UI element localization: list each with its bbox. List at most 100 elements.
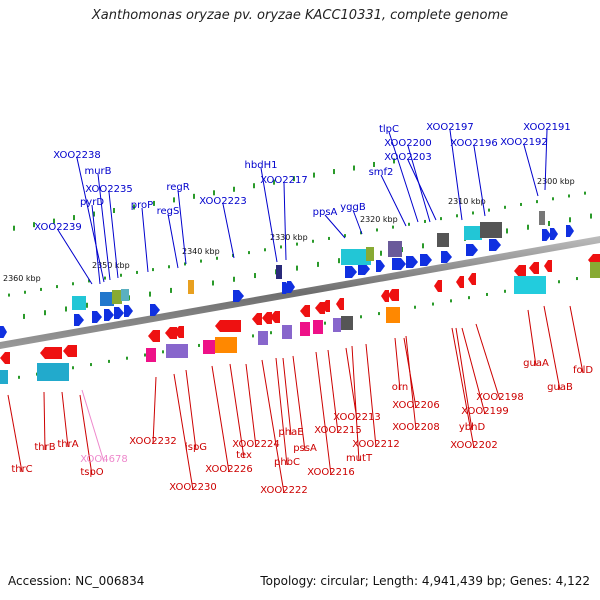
tick-mark: [113, 207, 115, 213]
tick-mark: [73, 215, 75, 221]
gene-arrow: [114, 307, 124, 319]
gene-label-xoo2216: XOO2216: [307, 467, 354, 478]
gene-label-xoo2213: XOO2213: [333, 412, 380, 423]
tick-mark: [360, 315, 362, 319]
gene-label-xoo2222: XOO2222: [260, 485, 307, 496]
tick-mark: [520, 202, 522, 206]
gene-arrow: [542, 229, 551, 241]
tick-mark: [253, 183, 255, 189]
tick-mark: [328, 236, 330, 240]
tick-mark: [450, 299, 452, 303]
scale-label: 2300 kbp: [537, 177, 575, 186]
gene-block: [437, 233, 449, 247]
gene-labels: XOO2239 XOO2238 murB pyrD XOO2235 proP regS reg…: [11, 122, 593, 496]
leader-line: [345, 347, 358, 421]
gene-label-ybhd: ybhD: [459, 422, 486, 433]
gene-arrow: [315, 302, 325, 314]
gene-block: [313, 320, 323, 334]
tick-mark: [353, 165, 355, 171]
leader-line: [282, 357, 292, 436]
gene-label-guaa: guaA: [523, 358, 549, 369]
gene-label-orn: orn: [392, 382, 408, 393]
tick-mark: [264, 248, 266, 252]
tick-mark: [486, 292, 488, 296]
tick-mark: [568, 194, 570, 198]
tick-mark: [273, 179, 275, 185]
gene-label-prop: proP: [131, 200, 153, 211]
tick-mark: [584, 191, 586, 195]
gene-label-xoo2215: XOO2215: [314, 425, 361, 436]
gene-label-tex: tex: [236, 450, 252, 461]
gene-label-xoo2196: XOO2196: [450, 138, 497, 149]
tick-mark: [252, 334, 254, 338]
feature-blocks: [0, 211, 600, 384]
gene-label-xoo2197: XOO2197: [426, 122, 473, 133]
gene-label-regs: regS: [157, 206, 180, 217]
tick-mark: [213, 190, 215, 196]
leader-line: [451, 327, 475, 449]
tick-mark: [44, 310, 46, 316]
gene-arrow: [358, 263, 370, 275]
gene-label-hbdh1: hbdH1: [245, 160, 278, 171]
gene-label-xoo2202: XOO2202: [450, 440, 497, 451]
tick-mark: [296, 265, 298, 271]
tick-mark: [168, 265, 170, 269]
tick-mark: [18, 375, 20, 379]
gene-arrow: [420, 254, 432, 266]
gene-block: [366, 247, 374, 261]
leader-line: [315, 351, 332, 476]
tick-mark: [193, 193, 195, 199]
gene-label-xoo2238: XOO2238: [53, 150, 100, 161]
tick-mark: [333, 169, 335, 175]
scale-label: 2330 kbp: [270, 233, 308, 242]
gene-label-smf2: smf2: [369, 167, 394, 178]
leader-line: [152, 376, 157, 445]
gene-arrow: [381, 290, 389, 302]
gene-block: [258, 331, 268, 345]
gene-arrow: [74, 314, 84, 326]
leader-line: [292, 355, 306, 452]
tick-mark: [108, 359, 110, 363]
gene-label-xoo2217: XOO2217: [260, 175, 307, 186]
gene-arrow: [529, 262, 539, 274]
gene-label-xoo2199: XOO2199: [461, 406, 508, 417]
leader-line: [475, 323, 501, 401]
gene-block: [112, 290, 122, 304]
gene-label-xoo2192: XOO2192: [500, 137, 547, 148]
gene-arrow: [468, 273, 476, 285]
gene-block: [37, 363, 69, 381]
tick-mark: [378, 312, 380, 316]
tick-mark: [86, 302, 88, 308]
tick-mark: [393, 158, 395, 164]
gene-arrow: [544, 260, 552, 272]
leader-line: [7, 394, 23, 473]
tick-mark: [200, 259, 202, 263]
tick-mark: [153, 200, 155, 206]
topology-summary: Topology: circular; Length: 4,941,439 bp…: [260, 574, 590, 588]
tick-mark: [56, 285, 58, 289]
tick-mark: [380, 250, 382, 256]
gene-arrow: [40, 347, 62, 359]
gene-arrow: [148, 330, 160, 342]
tick-mark: [280, 245, 282, 249]
gene-arrow: [215, 320, 241, 332]
tick-mark: [312, 239, 314, 243]
gene-block: [590, 262, 600, 278]
gene-label-ppsa: ppsA: [313, 207, 338, 218]
gene-label-xoo2224: XOO2224: [232, 439, 279, 450]
genome-backbone: [0, 236, 600, 349]
scale-label: 2320 kbp: [360, 215, 398, 224]
leader-line: [352, 209, 363, 235]
tick-mark: [504, 205, 506, 209]
tick-mark: [576, 277, 578, 281]
tick-mark: [456, 214, 458, 218]
gene-block: [215, 337, 237, 353]
gene-label-thra: thrA: [57, 439, 78, 450]
gene-label-thrc: thrC: [11, 464, 32, 475]
gene-arrow: [322, 300, 330, 312]
tick-mark: [344, 234, 346, 238]
gene-label-xoo2191: XOO2191: [523, 122, 570, 133]
tick-mark: [65, 306, 67, 312]
leader-line: [185, 369, 197, 451]
leader-line: [455, 327, 473, 431]
